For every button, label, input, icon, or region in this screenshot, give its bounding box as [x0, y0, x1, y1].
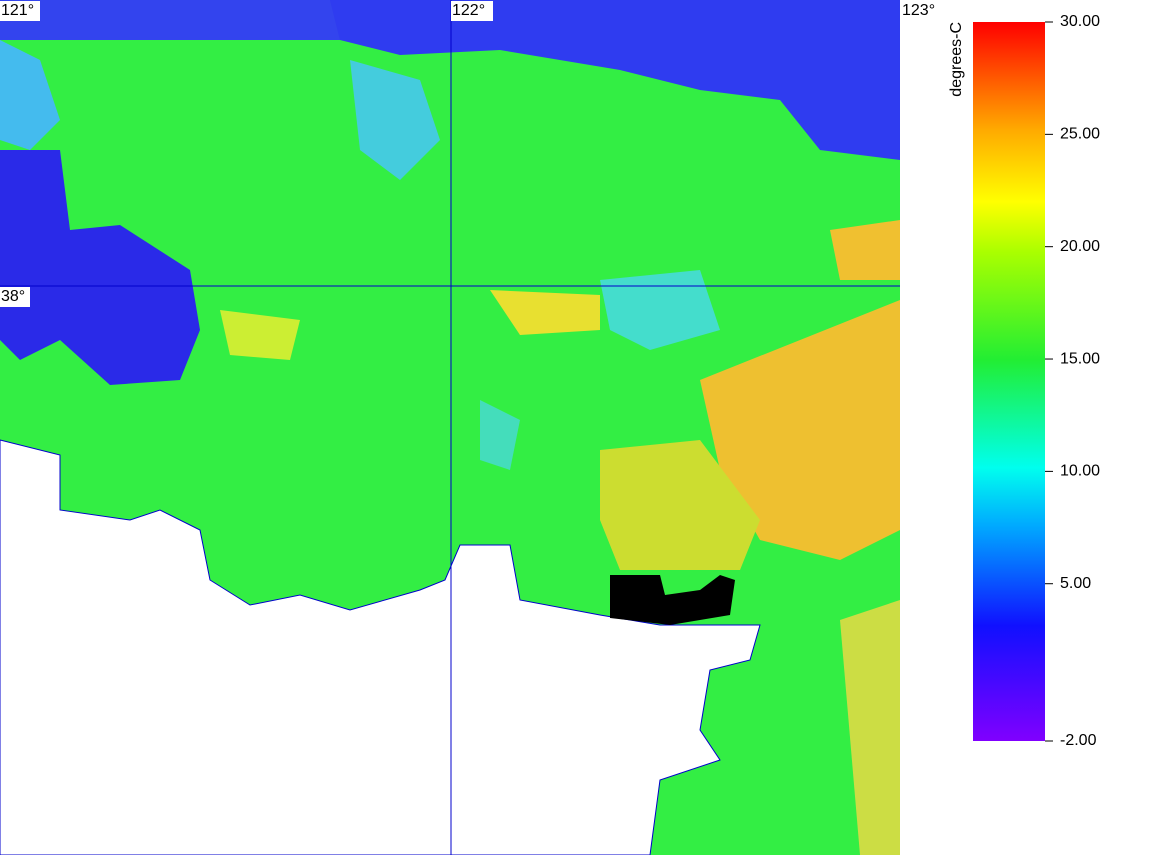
colorbar-title: degrees-C — [948, 22, 965, 97]
colorbar-tick-label: 20.00 — [1060, 238, 1100, 255]
colorbar-tick-label: 30.00 — [1060, 13, 1100, 30]
lon-label: 121° — [1, 2, 34, 19]
colorbar-tick-label: 25.00 — [1060, 126, 1100, 143]
lat-label: 38° — [1, 288, 25, 305]
colorbar-tick-label: -2.00 — [1060, 732, 1097, 749]
label-bg — [0, 287, 30, 307]
lon-label: 122° — [452, 2, 485, 19]
colorbar — [973, 22, 1045, 741]
label-bg — [451, 1, 493, 21]
colorbar-tick-label: 10.00 — [1060, 463, 1100, 480]
lon-label: 123° — [902, 2, 935, 19]
colorbar-tick-label: 15.00 — [1060, 350, 1100, 367]
colorbar-tick-label: 5.00 — [1060, 575, 1091, 592]
sst-field — [0, 0, 900, 855]
label-bg — [0, 1, 40, 21]
